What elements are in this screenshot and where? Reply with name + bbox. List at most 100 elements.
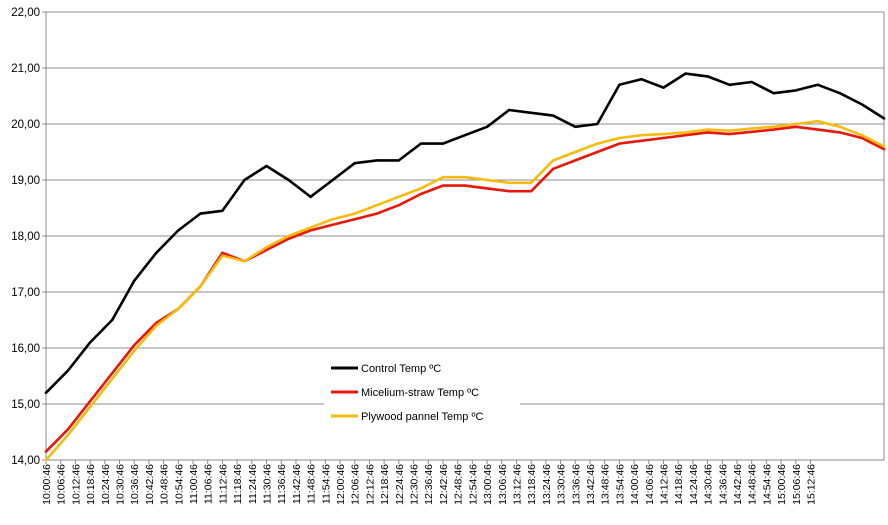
x-tick-label: 10:48:46 xyxy=(159,464,171,505)
y-tick-label: 18,00 xyxy=(11,231,40,243)
data-point xyxy=(44,450,48,453)
data-point xyxy=(860,103,864,106)
data-point xyxy=(816,83,820,87)
data-point xyxy=(816,128,820,131)
data-point xyxy=(441,176,445,179)
data-point xyxy=(794,89,797,92)
data-point xyxy=(441,184,445,187)
data-point xyxy=(507,108,511,112)
data-point xyxy=(419,142,423,145)
data-point xyxy=(463,184,467,187)
data-point xyxy=(353,218,356,221)
data-point xyxy=(199,285,202,288)
x-tick-label: 12:12:46 xyxy=(364,464,376,505)
data-point xyxy=(662,132,665,136)
data-point xyxy=(44,391,48,394)
x-tick-label: 14:48:46 xyxy=(747,464,759,505)
x-tick-label: 14:18:46 xyxy=(673,464,685,505)
data-point xyxy=(110,318,114,322)
data-point xyxy=(728,83,731,87)
data-point xyxy=(552,167,555,170)
data-point xyxy=(88,405,92,408)
data-point xyxy=(772,92,775,95)
data-point xyxy=(618,142,621,145)
data-point xyxy=(375,212,378,215)
x-tick-label: 12:54:46 xyxy=(467,464,479,505)
data-point xyxy=(618,83,621,87)
data-point xyxy=(155,324,158,327)
data-point xyxy=(88,341,92,344)
series-lines xyxy=(44,72,886,462)
x-tick-label: 14:54:46 xyxy=(761,464,773,505)
data-point xyxy=(66,369,70,372)
x-tick-label: 12:06:46 xyxy=(350,464,362,505)
data-point xyxy=(662,86,665,89)
data-point xyxy=(133,349,136,352)
data-point xyxy=(155,321,158,324)
legend-label: Control Temp ºC xyxy=(361,363,441,375)
x-tick-label: 10:54:46 xyxy=(173,464,185,505)
x-tick-label: 15:00:46 xyxy=(776,464,788,505)
x-tick-label: 13:36:46 xyxy=(570,464,582,505)
x-tick-label: 13:24:46 xyxy=(541,464,553,505)
data-point xyxy=(155,251,158,254)
data-point xyxy=(331,218,334,221)
data-point xyxy=(265,246,268,249)
x-tick-label: 11:30:46 xyxy=(262,464,274,504)
data-point xyxy=(728,132,731,136)
data-point xyxy=(66,433,70,436)
x-tick-label: 11:18:46 xyxy=(232,464,244,504)
x-tick-label: 14:24:46 xyxy=(688,464,700,505)
data-point xyxy=(507,181,511,184)
x-tick-label: 13:12:46 xyxy=(511,464,523,505)
x-tick-label: 11:12:46 xyxy=(217,464,229,504)
x-tick-label: 11:54:46 xyxy=(320,464,332,504)
data-point xyxy=(640,139,643,142)
data-point xyxy=(419,192,423,196)
x-tick-label: 12:24:46 xyxy=(394,464,406,505)
data-point xyxy=(728,129,731,132)
data-point xyxy=(816,120,820,123)
data-point xyxy=(772,128,775,131)
data-point xyxy=(882,145,886,148)
x-tick-label: 15:06:46 xyxy=(791,464,803,505)
data-point xyxy=(44,458,48,462)
x-tick-label: 10:00:46 xyxy=(41,464,53,505)
x-tick-label: 12:42:46 xyxy=(438,464,450,505)
data-point xyxy=(882,117,886,120)
x-tick-label: 15:12:46 xyxy=(805,464,817,505)
data-point xyxy=(463,176,467,179)
data-point xyxy=(794,122,797,126)
data-point xyxy=(110,372,114,375)
x-tick-label: 11:00:46 xyxy=(188,464,200,504)
data-point xyxy=(794,125,797,128)
y-tick-label: 21,00 xyxy=(11,63,40,75)
y-axis-ticks: 14,00 15,00 16,00 17,00 18,00 19,00 20,00 21,00… xyxy=(11,7,46,467)
data-point xyxy=(397,159,401,162)
data-point xyxy=(221,209,224,212)
x-tick-label: 10:30:46 xyxy=(115,464,127,505)
data-point xyxy=(287,237,290,240)
data-point xyxy=(596,150,599,154)
x-tick-label: 12:30:46 xyxy=(409,464,421,505)
data-point xyxy=(860,136,864,140)
x-tick-label: 13:42:46 xyxy=(585,464,597,505)
data-point xyxy=(463,134,467,137)
data-point xyxy=(199,212,202,215)
legend: Control Temp ºC Micelium-straw Temp ºC Ply… xyxy=(324,358,520,428)
data-point xyxy=(860,134,864,137)
data-point xyxy=(177,229,180,232)
data-point xyxy=(485,125,489,128)
data-point xyxy=(529,111,533,115)
data-point xyxy=(750,130,753,134)
data-point xyxy=(750,127,753,130)
y-tick-label: 17,00 xyxy=(11,287,40,299)
data-point xyxy=(309,226,312,229)
x-tick-label: 11:48:46 xyxy=(306,464,318,504)
data-point xyxy=(243,178,246,182)
data-point xyxy=(133,279,136,282)
x-tick-label: 12:48:46 xyxy=(453,464,465,505)
data-point xyxy=(287,178,290,182)
x-tick-label: 11:06:46 xyxy=(203,464,215,504)
